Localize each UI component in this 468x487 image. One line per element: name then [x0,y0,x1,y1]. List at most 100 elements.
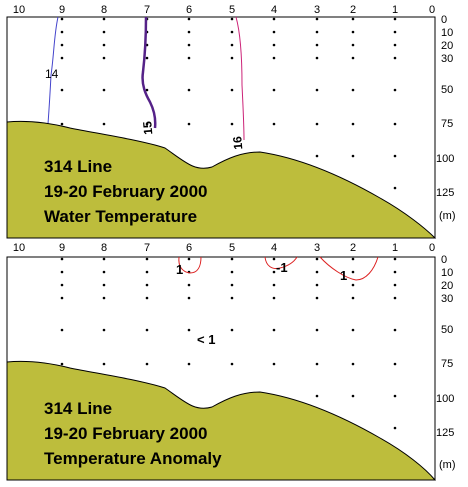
sample-dot [315,362,319,366]
sample-dot [272,30,276,34]
depth-label: 10 [441,27,453,39]
sample-dot [60,56,64,60]
sample-dot [145,122,149,126]
station-label: 1 [392,242,398,254]
sample-dot [187,17,191,21]
title-line: 314 Line [44,399,112,418]
sample-dot [60,328,64,332]
seabed [6,360,437,481]
title-line: 314 Line [44,157,112,176]
depth-label: 125 [436,187,454,199]
panel-title: 314 Line 19-20 February 2000 Water Tempe… [44,157,208,226]
sample-dot [393,257,397,261]
depth-label: 0 [441,254,447,266]
sample-dot [145,328,149,332]
anomaly-contour [319,256,379,281]
sample-dot [351,88,355,92]
sample-dot [393,296,397,300]
station-label: 0 [429,242,435,254]
depth-label: 50 [441,324,453,336]
sample-dot [393,426,397,430]
seabed [6,120,437,239]
sample-dot [272,362,276,366]
sample-dot [60,88,64,92]
sample-dot [102,122,106,126]
depth-label: 100 [436,153,454,165]
sample-dot [272,43,276,47]
station-label: 0 [429,4,435,16]
sample-dot [272,283,276,287]
station-label: 10 [13,242,25,254]
sample-dot [393,186,397,190]
sample-dot [272,257,276,261]
sample-dot [102,88,106,92]
sample-dot [230,328,234,332]
station-label: 8 [101,4,107,16]
sample-dot [393,328,397,332]
station-label: 4 [271,242,277,254]
sample-dot [230,270,234,274]
sample-dot [187,56,191,60]
sample-dot [187,328,191,332]
sample-dot [272,56,276,60]
sample-dot [60,257,64,261]
sample-dot [102,270,106,274]
sample-dot [230,257,234,261]
title-line: Temperature Anomaly [44,449,222,468]
title-line: 19-20 February 2000 [44,424,208,443]
sample-dot [230,30,234,34]
sample-dot [351,17,355,21]
sample-dot [187,30,191,34]
sample-dot [315,270,319,274]
sample-dot [351,30,355,34]
station-label: 2 [350,242,356,254]
sample-dot [60,296,64,300]
sample-dot [272,270,276,274]
sample-dot [393,122,397,126]
station-label: 5 [229,242,235,254]
anomaly-contour [264,256,298,269]
sample-dot [187,43,191,47]
sample-dot [315,296,319,300]
sample-dot [187,296,191,300]
depth-label: 100 [436,393,454,405]
sample-dot [60,30,64,34]
sample-dot [351,270,355,274]
station-label: 6 [186,4,192,16]
panel-temperature-anomaly: 10 9 8 7 6 5 4 3 2 1 0 0 10 20 30 50 75 … [6,242,456,481]
contour-15 [141,16,157,129]
sample-dot [393,17,397,21]
sample-dot [315,56,319,60]
sample-dot [60,270,64,274]
sample-dot [351,154,355,158]
sample-dot [230,17,234,21]
depth-label: 20 [441,280,453,292]
depth-unit-label: (m) [439,459,456,471]
anomaly-label: 1 [176,262,183,277]
sample-dot [315,43,319,47]
sample-dot [351,43,355,47]
sample-dot [272,122,276,126]
sample-dot [230,43,234,47]
station-label: 9 [59,242,65,254]
depth-label: 0 [441,14,447,26]
sample-dot [60,43,64,47]
station-label: 8 [101,242,107,254]
station-label: 1 [392,4,398,16]
contour-14 [47,16,59,125]
sample-dot [102,283,106,287]
depth-label: 10 [441,267,453,279]
anomaly-label: 1 [340,268,347,283]
station-label: 7 [144,242,150,254]
sample-dot [102,56,106,60]
depth-label: 75 [441,358,453,370]
sample-dot [187,362,191,366]
station-label: 9 [59,4,65,16]
sample-dot [102,328,106,332]
sample-dot [393,154,397,158]
station-label: 2 [350,4,356,16]
sample-dot [145,88,149,92]
sample-dot [187,122,191,126]
sample-dot [393,43,397,47]
sample-dot [315,283,319,287]
